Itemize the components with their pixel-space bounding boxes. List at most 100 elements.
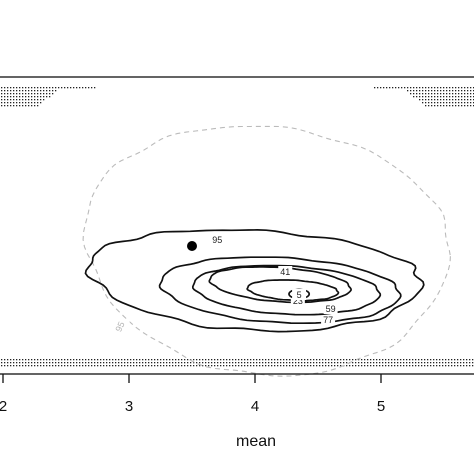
- stipple-dot: [458, 87, 460, 89]
- stipple-dot: [437, 99, 439, 101]
- stipple-dot: [25, 365, 27, 367]
- stipple-dot: [268, 365, 270, 367]
- stipple-dot: [425, 90, 427, 92]
- stipple-dot: [49, 359, 51, 361]
- stipple-dot: [415, 362, 417, 364]
- stipple-dot: [452, 99, 454, 101]
- stipple-dot: [422, 90, 424, 92]
- stipple-dot: [244, 362, 246, 364]
- stipple-dot: [82, 365, 84, 367]
- stipple-dot: [10, 105, 12, 107]
- stipple-dot: [46, 87, 48, 89]
- stipple-dot: [319, 362, 321, 364]
- stipple-dot: [19, 87, 21, 89]
- stipple-dot: [412, 359, 414, 361]
- stipple-dot: [419, 96, 421, 98]
- stipple-dot: [454, 359, 456, 361]
- stipple-dot: [434, 105, 436, 107]
- stipple-dot: [413, 87, 415, 89]
- stipple-dot: [40, 365, 42, 367]
- stipple-dot: [16, 362, 18, 364]
- stipple-dot: [220, 359, 222, 361]
- stipple-dot: [370, 362, 372, 364]
- stipple-dot: [25, 105, 27, 107]
- stipple-dot: [46, 365, 48, 367]
- point-layer: [187, 241, 197, 251]
- stipple-dot: [28, 90, 30, 92]
- stipple-dot: [337, 365, 339, 367]
- stipple-dot: [82, 359, 84, 361]
- stipple-dot: [1, 93, 3, 95]
- stipple-dot: [298, 362, 300, 364]
- stipple-dot: [406, 365, 408, 367]
- stipple-dot: [163, 365, 165, 367]
- stipple-dot: [376, 365, 378, 367]
- stipple-dot: [10, 90, 12, 92]
- stipple-dot: [145, 362, 147, 364]
- stipple-dot: [46, 362, 48, 364]
- stipple-dot: [379, 359, 381, 361]
- stipple-dot: [166, 359, 168, 361]
- stipple-dot: [118, 365, 120, 367]
- stipple-dot: [31, 87, 33, 89]
- stipple-dot: [455, 87, 457, 89]
- stipple-dot: [22, 365, 24, 367]
- stipple-dot: [214, 359, 216, 361]
- stipple-dot: [229, 359, 231, 361]
- stipple-dot: [67, 87, 69, 89]
- grey-contour-95: [82, 125, 451, 377]
- stipple-dot: [376, 362, 378, 364]
- stipple-dot: [58, 359, 60, 361]
- stipple-dot: [449, 105, 451, 107]
- stipple-dot: [55, 365, 57, 367]
- stipple-dot: [166, 362, 168, 364]
- stipple-dot: [437, 93, 439, 95]
- stipple-dot: [428, 99, 430, 101]
- stipple-dot: [304, 365, 306, 367]
- stipple-dot: [154, 359, 156, 361]
- stipple-dot: [4, 359, 6, 361]
- stipple-dot: [358, 359, 360, 361]
- stipple-dot: [103, 359, 105, 361]
- stipple-dot: [130, 359, 132, 361]
- stipple-dot: [437, 102, 439, 104]
- stipple-dot: [409, 359, 411, 361]
- stipple-dot: [431, 93, 433, 95]
- stipple-dot: [25, 87, 27, 89]
- stipple-dot: [28, 359, 30, 361]
- stipple-dot: [307, 365, 309, 367]
- stipple-dot: [413, 96, 415, 98]
- dot-band-top: [1, 87, 474, 107]
- stipple-dot: [427, 362, 429, 364]
- stipple-dot: [451, 365, 453, 367]
- stipple-dot: [428, 96, 430, 98]
- stipple-dot: [355, 359, 357, 361]
- stipple-dot: [455, 99, 457, 101]
- stipple-dot: [355, 365, 357, 367]
- stipple-dot: [85, 362, 87, 364]
- stipple-dot: [289, 365, 291, 367]
- stipple-dot: [61, 365, 63, 367]
- stipple-dot: [124, 362, 126, 364]
- stipple-dot: [292, 362, 294, 364]
- stipple-dot: [61, 362, 63, 364]
- stipple-dot: [7, 93, 9, 95]
- solid-contour-77: [158, 256, 402, 325]
- stipple-dot: [154, 362, 156, 364]
- stipple-dot: [382, 359, 384, 361]
- stipple-dot: [439, 359, 441, 361]
- stipple-dot: [139, 362, 141, 364]
- stipple-dot: [449, 90, 451, 92]
- stipple-dot: [40, 93, 42, 95]
- stipple-dot: [25, 99, 27, 101]
- stipple-dot: [43, 96, 45, 98]
- stipple-dot: [226, 362, 228, 364]
- stipple-dot: [388, 362, 390, 364]
- stipple-dot: [115, 359, 117, 361]
- stipple-dot: [199, 365, 201, 367]
- stipple-dot: [274, 365, 276, 367]
- stipple-dot: [304, 362, 306, 364]
- stipple-dot: [292, 359, 294, 361]
- stipple-dot: [373, 359, 375, 361]
- stipple-dot: [277, 359, 279, 361]
